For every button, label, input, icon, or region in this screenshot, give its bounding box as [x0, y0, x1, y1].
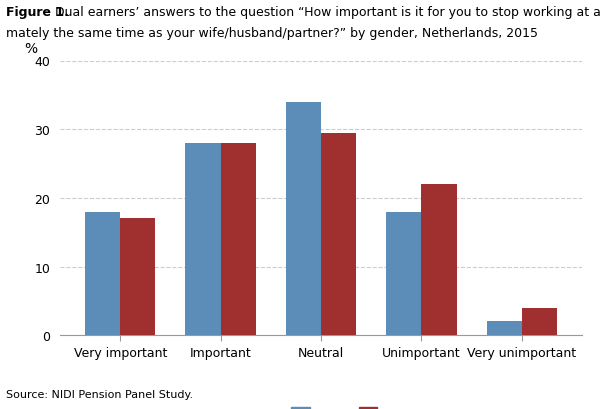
Text: Source: NIDI Pension Panel Study.: Source: NIDI Pension Panel Study. [6, 389, 193, 399]
Bar [421, 184, 457, 335]
Bar [487, 321, 522, 335]
Bar [386, 212, 421, 335]
Bar [221, 144, 256, 335]
Text: Figure 1.: Figure 1. [6, 6, 69, 19]
Text: mately the same time as your wife/husband/partner?” by gender, Netherlands, 2015: mately the same time as your wife/husban… [6, 27, 538, 40]
Bar [286, 102, 321, 335]
Y-axis label: %: % [25, 42, 38, 56]
Bar [185, 144, 221, 335]
Bar [85, 212, 120, 335]
Bar [321, 133, 356, 335]
Bar [120, 219, 155, 335]
Legend: Men, Women: Men, Women [286, 402, 439, 409]
Bar [522, 308, 557, 335]
Text: Dual earners’ answers to the question “How important is it for you to stop worki: Dual earners’ answers to the question “H… [51, 6, 600, 19]
